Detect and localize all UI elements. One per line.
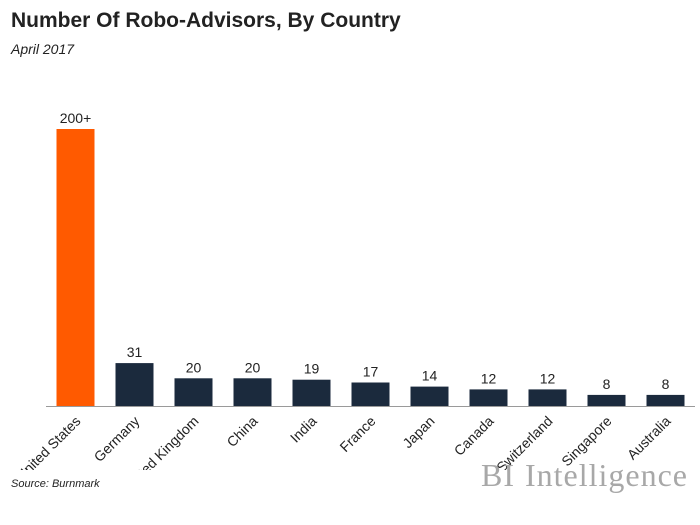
brand-logo: BI Intelligence	[481, 457, 688, 494]
brand-bi: BI	[480, 457, 515, 493]
chart-subtitle: April 2017	[11, 41, 75, 57]
data-label: 14	[422, 368, 438, 384]
bar-singapore	[587, 394, 626, 406]
data-label: 20	[245, 359, 261, 375]
x-tick-label: Germany	[91, 413, 143, 465]
x-tick-label: India	[287, 413, 320, 446]
bar-canada	[469, 389, 508, 406]
x-tick-label: Japan	[399, 413, 437, 451]
data-label: 200+	[60, 110, 92, 126]
data-label: 20	[186, 359, 202, 375]
x-tick-label: Canada	[451, 413, 497, 459]
data-label: 31	[127, 344, 143, 360]
x-tick-label: United States	[13, 413, 84, 470]
bar-france	[351, 382, 390, 406]
bar-australia	[646, 394, 685, 406]
bar-india	[292, 379, 331, 406]
bar-japan	[410, 386, 449, 406]
data-label: 19	[304, 361, 320, 377]
bar-germany	[115, 363, 154, 406]
bar-china	[233, 378, 272, 406]
source-note: Source: Burnmark	[11, 478, 100, 490]
brand-intelligence: Intelligence	[524, 457, 688, 493]
data-label: 17	[363, 364, 379, 380]
data-label: 8	[603, 376, 611, 392]
chart-title: Number Of Robo-Advisors, By Country	[11, 9, 401, 32]
bar-united-states	[56, 129, 95, 406]
data-label: 12	[481, 370, 497, 386]
x-tick-label: China	[223, 413, 260, 450]
x-tick-label: Australia	[624, 413, 674, 463]
bar-switzerland	[528, 389, 567, 406]
data-label: 8	[662, 376, 670, 392]
bar-united-kingdom	[174, 378, 213, 406]
data-label: 12	[540, 370, 556, 386]
x-tick-label: France	[336, 413, 378, 455]
